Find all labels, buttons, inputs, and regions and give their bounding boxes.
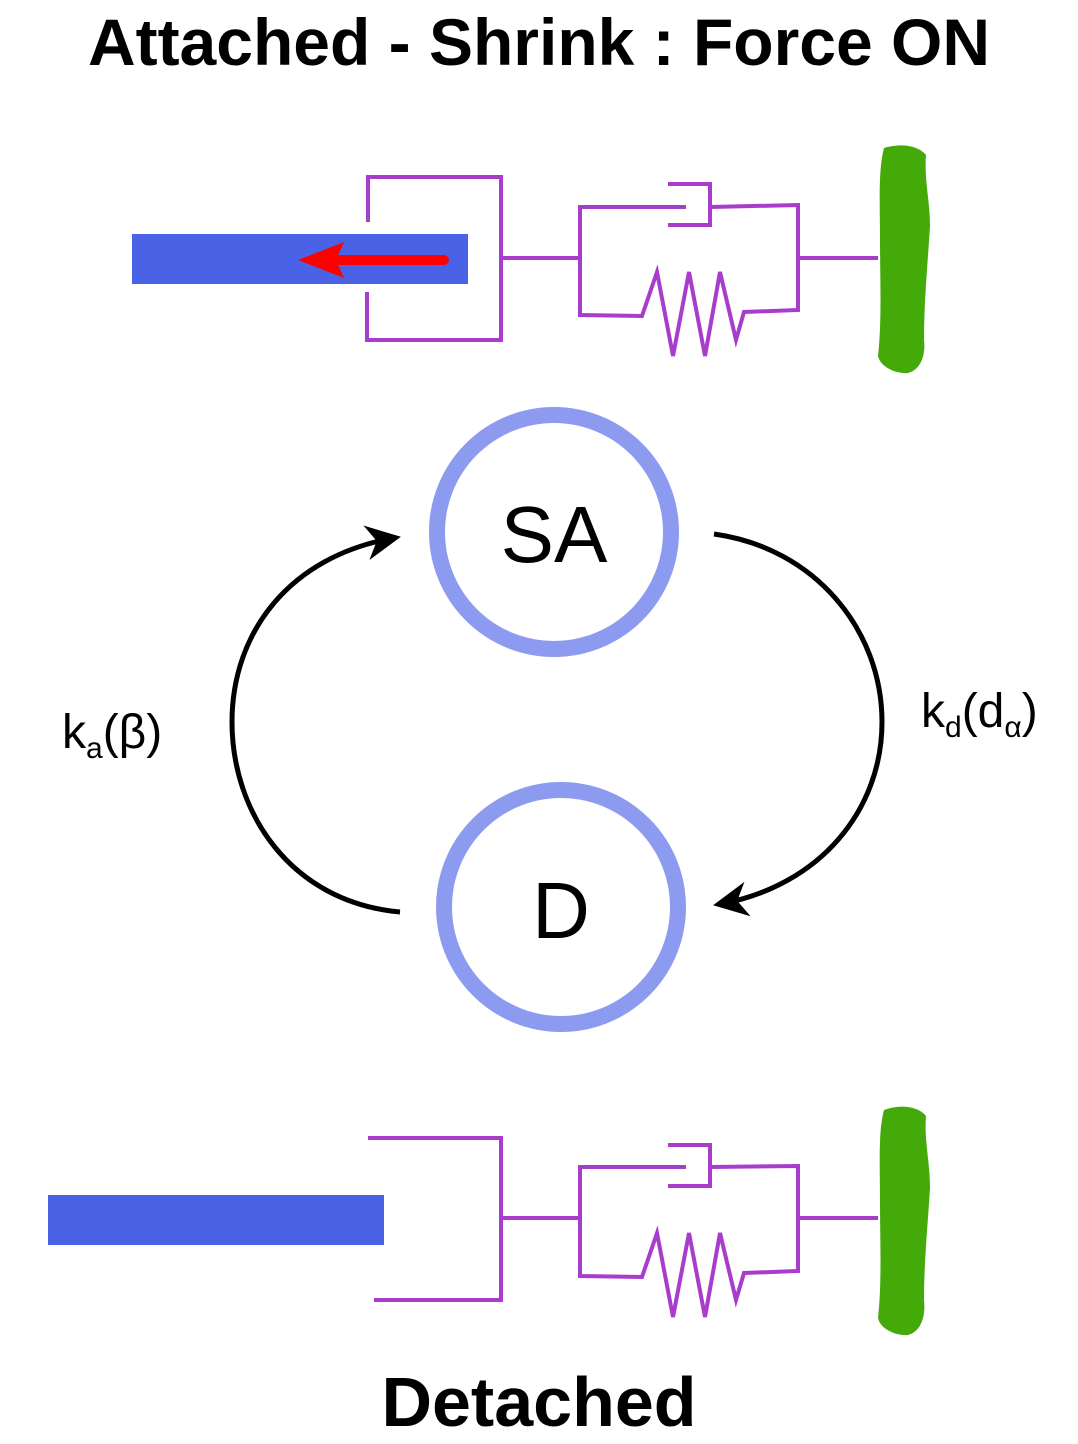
anchor-blob-icon — [878, 145, 930, 374]
detached-model — [48, 1106, 930, 1336]
state-attached: SA — [429, 407, 679, 657]
force-arrow-icon — [298, 242, 449, 278]
state-detached-label: D — [532, 866, 590, 955]
anchor-blob-icon — [878, 1106, 930, 1336]
attached-model — [132, 145, 930, 374]
dashpot-icon — [578, 1143, 800, 1218]
diagram-title: Attached - Shrink : Force ON — [87, 5, 991, 79]
attach-rate-label: ka(β) — [62, 706, 162, 765]
spring-icon — [578, 1218, 800, 1318]
detach-rate-label: kd(dα) — [921, 685, 1038, 744]
state-attached-label: SA — [501, 490, 608, 579]
attach-transition-arrow — [229, 525, 401, 915]
spring-icon — [578, 258, 800, 357]
clamp-bracket — [368, 1136, 503, 1302]
state-detached: D — [436, 782, 686, 1032]
filament-bar — [48, 1195, 384, 1245]
detached-caption: Detached — [381, 1363, 697, 1441]
dashpot-icon — [578, 182, 800, 258]
detach-transition-arrow — [713, 531, 885, 917]
